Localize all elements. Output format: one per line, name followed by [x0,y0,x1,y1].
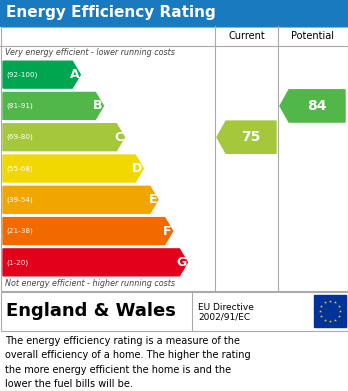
Text: Energy Efficiency Rating: Energy Efficiency Rating [6,5,216,20]
Text: (1-20): (1-20) [6,259,28,265]
Polygon shape [3,155,143,182]
Text: Very energy efficient - lower running costs: Very energy efficient - lower running co… [5,48,175,57]
Polygon shape [3,93,103,119]
Text: A: A [70,68,79,81]
Polygon shape [217,121,276,153]
Text: 2002/91/EC: 2002/91/EC [198,312,250,321]
Bar [314,295,346,327]
Text: Potential: Potential [292,31,334,41]
Text: E: E [149,193,157,206]
Text: B: B [93,99,102,113]
Polygon shape [3,218,173,244]
Text: England & Wales: England & Wales [6,302,176,320]
Polygon shape [280,90,345,122]
Polygon shape [3,124,124,151]
Text: (69-80): (69-80) [6,134,33,140]
Text: D: D [132,162,142,175]
Text: EU Directive: EU Directive [198,303,254,312]
Bar [0,292,348,330]
Bar [0,291,348,331]
Text: (39-54): (39-54) [6,197,33,203]
Text: G: G [176,256,187,269]
Text: 75: 75 [241,130,261,144]
Bar [0,26,348,291]
Bar [0,27,348,291]
Text: (55-68): (55-68) [6,165,33,172]
Text: (92-100): (92-100) [6,72,37,78]
Text: The energy efficiency rating is a measure of the
overall efficiency of a home. T: The energy efficiency rating is a measur… [5,336,251,389]
Text: Not energy efficient - higher running costs: Not energy efficient - higher running co… [5,279,175,288]
Text: C: C [114,131,124,144]
Polygon shape [3,249,188,276]
Polygon shape [3,187,158,213]
Text: (81-91): (81-91) [6,103,33,109]
Text: 84: 84 [307,99,327,113]
Bar [0,0,348,26]
Text: Current: Current [228,31,265,41]
Text: (21-38): (21-38) [6,228,33,234]
Text: F: F [163,224,172,238]
Polygon shape [3,61,80,88]
